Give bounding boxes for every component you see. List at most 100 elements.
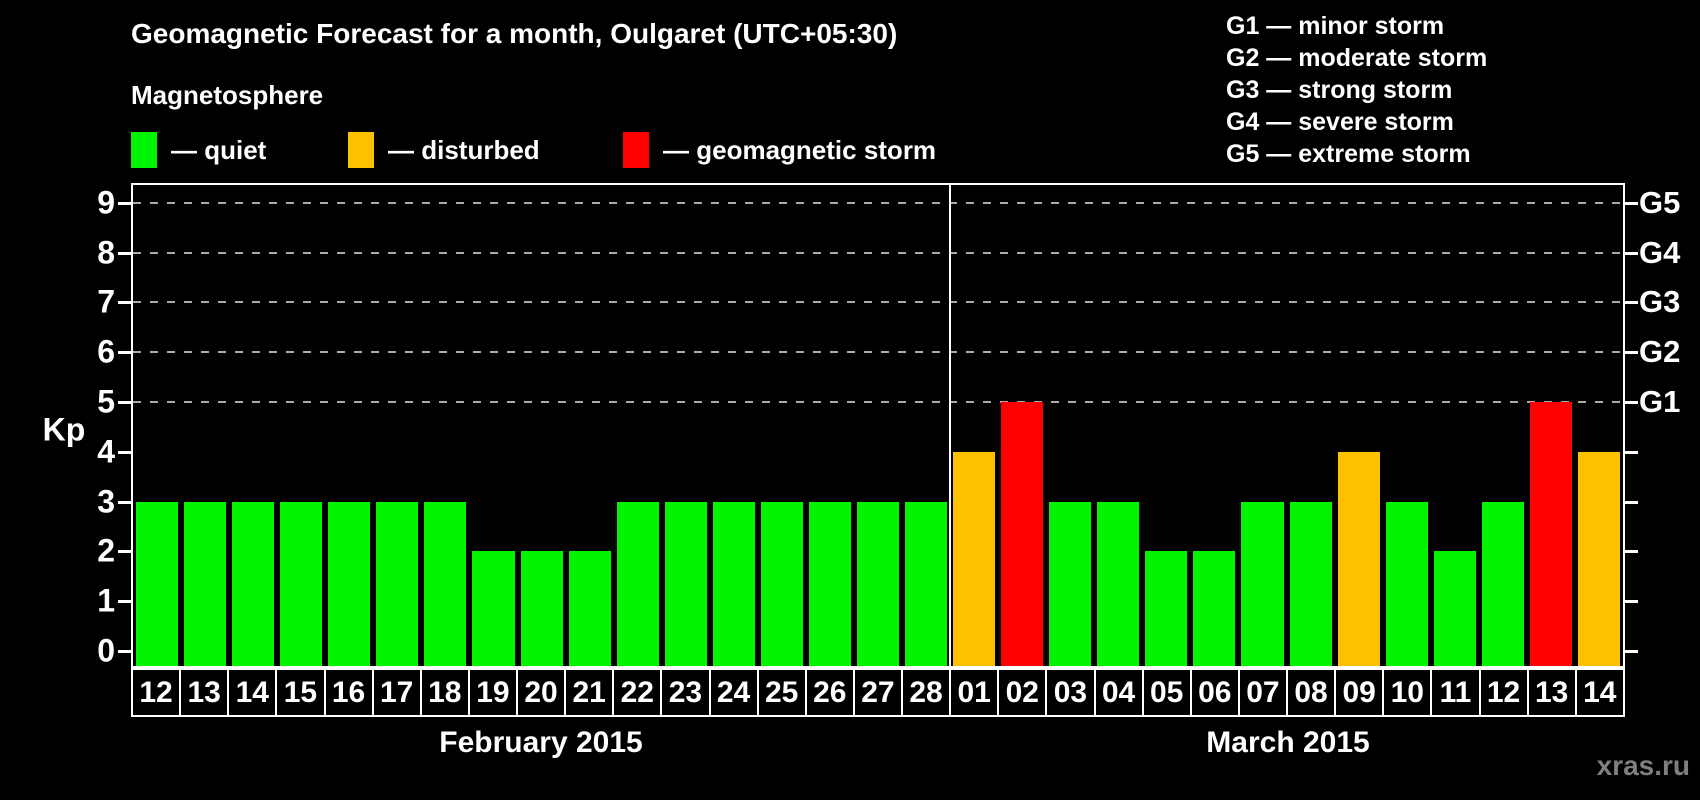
tick-left-kp8 (118, 251, 131, 255)
day-label-mar-12: 12 (1478, 668, 1529, 717)
bar-feb-25 (760, 501, 803, 666)
day-label-feb-27: 27 (852, 668, 903, 717)
day-label-feb-19: 19 (467, 668, 518, 717)
y-tick-label-1: 1 (97, 582, 115, 619)
day-label-mar-04: 04 (1093, 668, 1144, 717)
legend-label-disturbed: — disturbed (388, 134, 540, 165)
y-tick-label-4: 4 (97, 433, 115, 470)
bar-mar-07 (1241, 501, 1284, 666)
day-label-feb-16: 16 (323, 668, 374, 717)
gridline-kp8 (133, 251, 1623, 254)
y-tick-label-7: 7 (97, 283, 115, 320)
day-label-mar-08: 08 (1286, 668, 1337, 717)
y-tick-label-9: 9 (97, 184, 115, 221)
y-tick-label-2: 2 (97, 532, 115, 569)
tick-right-kp2 (1625, 550, 1638, 554)
right-axis-label-g4: G4 (1639, 234, 1681, 270)
day-label-feb-26: 26 (804, 668, 855, 717)
gridline-kp9 (133, 201, 1623, 204)
legend-item-storm: — geomagnetic storm (623, 131, 936, 169)
day-label-feb-28: 28 (901, 668, 952, 717)
tick-right-kp1 (1625, 600, 1638, 604)
day-label-feb-25: 25 (756, 668, 807, 717)
right-axis-label-g2: G2 (1639, 334, 1681, 370)
legend-label-storm: — geomagnetic storm (663, 134, 937, 165)
bar-feb-16 (328, 501, 371, 666)
quiet-color-swatch (131, 132, 157, 168)
tick-right-kp0 (1625, 650, 1638, 653)
day-label-feb-21: 21 (564, 668, 615, 717)
day-label-feb-20: 20 (516, 668, 567, 717)
tick-right-kp3 (1625, 500, 1638, 504)
tick-left-kp2 (118, 550, 131, 554)
bar-feb-18 (424, 501, 467, 666)
tick-left-kp9 (118, 201, 131, 205)
tick-left-kp3 (118, 500, 131, 504)
legend-item-quiet: — quiet (131, 131, 266, 169)
day-label-mar-13: 13 (1526, 668, 1577, 717)
storm-color-swatch (623, 132, 649, 168)
day-label-feb-18: 18 (419, 668, 470, 717)
tick-right-kp9 (1625, 201, 1638, 205)
day-label-feb-17: 17 (371, 668, 422, 717)
bar-mar-11 (1433, 551, 1476, 666)
bar-feb-27 (856, 501, 900, 666)
month-label-february: February 2015 (439, 726, 643, 759)
day-label-feb-24: 24 (708, 668, 759, 717)
tick-right-kp7 (1625, 301, 1638, 305)
bar-mar-06 (1193, 551, 1236, 666)
bar-feb-14 (232, 501, 275, 666)
bar-feb-17 (376, 501, 419, 666)
tick-left-kp7 (118, 301, 131, 305)
bar-feb-15 (280, 501, 323, 666)
bar-mar-04 (1097, 501, 1140, 666)
storm-scale-g4: G4 — severe storm (1226, 108, 1454, 136)
tick-left-kp4 (118, 450, 131, 454)
day-label-feb-22: 22 (612, 668, 663, 717)
storm-scale-g1: G1 — minor storm (1226, 12, 1445, 40)
bar-feb-22 (616, 501, 659, 666)
bar-mar-14 (1577, 451, 1620, 666)
bar-feb-19 (472, 551, 515, 666)
day-label-mar-05: 05 (1141, 668, 1192, 717)
right-axis-label-g3: G3 (1639, 284, 1681, 320)
gridline-kp6 (133, 351, 1623, 354)
month-separator (949, 185, 952, 666)
bar-feb-26 (808, 501, 851, 666)
watermark: xras.ru (1596, 750, 1690, 781)
month-label-march: March 2015 (1206, 726, 1370, 759)
y-tick-label-6: 6 (97, 333, 115, 370)
day-label-mar-03: 03 (1045, 668, 1096, 717)
day-label-feb-15: 15 (275, 668, 326, 717)
y-tick-label-8: 8 (97, 234, 115, 271)
bar-mar-10 (1385, 501, 1428, 666)
bar-feb-24 (712, 501, 755, 666)
y-tick-label-5: 5 (97, 383, 115, 420)
bar-mar-13 (1529, 402, 1572, 666)
bar-mar-01 (953, 451, 996, 666)
magnetosphere-legend-title: Magnetosphere (131, 80, 324, 110)
storm-scale-g3: G3 — strong storm (1226, 76, 1453, 104)
plot-area (118, 183, 1638, 668)
bar-mar-12 (1481, 501, 1524, 666)
y-tick-label-0: 0 (97, 632, 115, 669)
legend-item-disturbed: — disturbed (348, 131, 540, 169)
day-label-mar-01: 01 (949, 668, 1000, 717)
day-label-mar-14: 14 (1574, 668, 1625, 717)
y-tick-label-3: 3 (97, 483, 115, 520)
storm-scale-g2: G2 — moderate storm (1226, 44, 1488, 72)
day-label-feb-23: 23 (660, 668, 711, 717)
bar-feb-13 (184, 501, 227, 666)
bar-mar-09 (1337, 451, 1380, 666)
tick-right-kp5 (1625, 401, 1638, 404)
bar-mar-05 (1145, 551, 1188, 666)
day-label-mar-09: 09 (1334, 668, 1385, 717)
day-label-mar-02: 02 (997, 668, 1048, 717)
bar-feb-20 (520, 551, 563, 666)
chart-title: Geomagnetic Forecast for a month, Oulgar… (131, 18, 898, 49)
bar-feb-12 (136, 501, 179, 666)
disturbed-color-swatch (348, 132, 374, 168)
day-label-mar-10: 10 (1382, 668, 1433, 717)
day-label-feb-12: 12 (131, 668, 182, 717)
